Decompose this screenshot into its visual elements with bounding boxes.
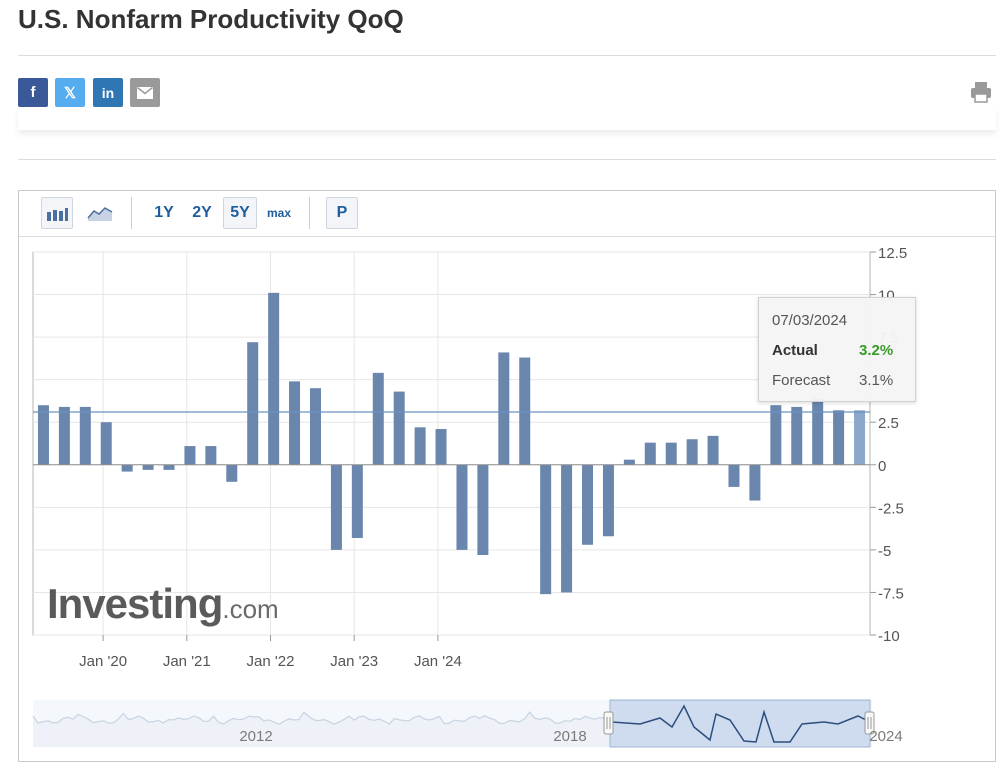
mail-icon bbox=[137, 86, 153, 99]
range-1y-button[interactable]: 1Y bbox=[154, 204, 174, 221]
section-divider bbox=[18, 159, 996, 160]
page-title: U.S. Nonfarm Productivity QoQ bbox=[18, 4, 404, 34]
range-5y-button[interactable]: 5Y bbox=[223, 197, 257, 229]
watermark-suffix: .com bbox=[222, 594, 279, 624]
title-divider bbox=[18, 55, 996, 56]
data-tooltip: 07/03/2024 Actual 3.2% Forecast 3.1% bbox=[758, 297, 916, 402]
bar-chart-icon bbox=[47, 208, 68, 221]
tooltip-actual-value: 3.2% bbox=[859, 342, 894, 359]
printer-icon[interactable] bbox=[970, 80, 992, 104]
facebook-icon: f bbox=[30, 84, 36, 101]
range-max-button[interactable]: max bbox=[266, 206, 292, 220]
email-share-button[interactable] bbox=[130, 78, 160, 107]
p-button[interactable]: P bbox=[326, 197, 358, 229]
tooltip-date: 07/03/2024 bbox=[772, 312, 848, 329]
twitter-share-button[interactable]: 𝕏 bbox=[55, 78, 85, 107]
toolbar-separator bbox=[131, 197, 132, 229]
watermark-brand: Investing bbox=[47, 580, 223, 627]
tooltip-forecast-value: 3.1% bbox=[859, 372, 894, 389]
bar-chart-button[interactable] bbox=[41, 197, 73, 229]
chart-toolbar: 1Y 2Y 5Y max P bbox=[19, 191, 995, 237]
linkedin-share-button[interactable]: in bbox=[93, 78, 123, 107]
x-twitter-icon: 𝕏 bbox=[63, 84, 77, 102]
tooltip-forecast-label: Forecast bbox=[772, 372, 831, 389]
line-chart-icon bbox=[87, 207, 113, 221]
investing-watermark: Investing.com bbox=[47, 580, 279, 628]
collapsed-panel-band bbox=[18, 108, 996, 130]
linkedin-icon: in bbox=[101, 84, 115, 101]
chart-panel: 1Y 2Y 5Y max P bbox=[18, 190, 996, 762]
toolbar-separator bbox=[309, 197, 310, 229]
range-2y-button[interactable]: 2Y bbox=[192, 204, 212, 221]
tooltip-actual-label: Actual bbox=[772, 342, 818, 359]
facebook-share-button[interactable]: f bbox=[18, 78, 48, 107]
line-chart-button[interactable] bbox=[83, 197, 117, 229]
